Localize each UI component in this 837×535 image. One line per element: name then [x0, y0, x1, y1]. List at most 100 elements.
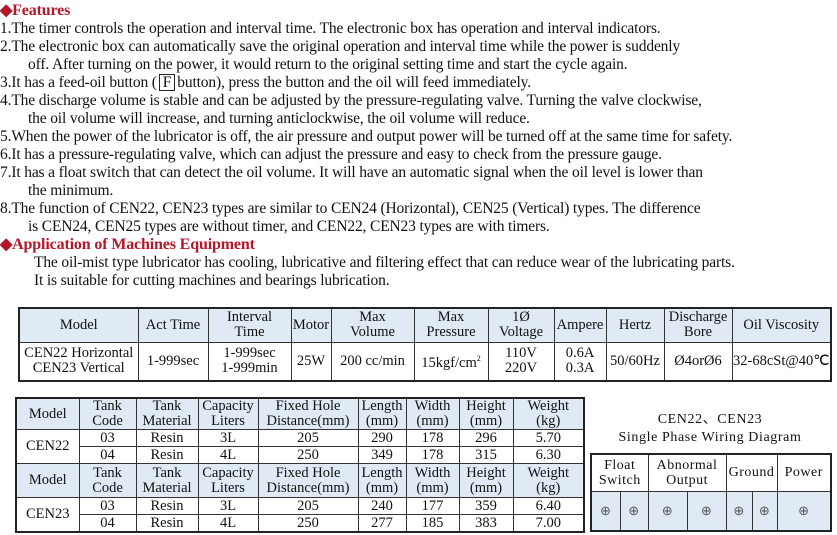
power-label: Power — [776, 453, 832, 492]
dimension-header-cell: Model — [15, 397, 80, 430]
spec-header-row: Model Act Time Interval Time Motor Max Vol… — [18, 307, 832, 343]
dimension-cell: 178 — [405, 446, 460, 464]
terminal-icon: ⊕ — [647, 490, 688, 531]
feature-1: 1.The timer controls the operation and i… — [0, 20, 661, 37]
model-cell: CEN23 — [15, 497, 80, 533]
features-heading: ◆Features — [0, 2, 71, 19]
col-voltage: 1Ø Voltage — [487, 307, 555, 343]
dimension-cell: 3L — [197, 429, 259, 447]
dimension-cell: 04 — [78, 514, 137, 533]
ground-label: Ground — [725, 453, 778, 492]
dimension-cell: 349 — [357, 446, 407, 464]
dimension-header-cell: Model — [15, 463, 80, 498]
cell-model: CEN22 Horizontal CEN23 Vertical — [18, 341, 139, 382]
dimension-cell: 4L — [197, 514, 259, 533]
dimension-cell: 240 — [357, 497, 407, 515]
dimension-header-cell: Weight (kg) — [512, 463, 585, 498]
col-ampere: Ampere — [553, 307, 607, 343]
terminal-icon: ⊕ — [686, 490, 727, 531]
features-section: ◆Features 1.The timer controls the opera… — [0, 2, 837, 290]
dimension-header-row: Model Tank Code Tank Material Capacity Liters F… — [15, 463, 585, 498]
dimension-cell: 4L — [197, 446, 259, 464]
dimension-table: Model Tank Code Tank Material Capacity Liters F… — [15, 397, 585, 533]
cell-bore: Ø4orØ6 — [663, 341, 733, 382]
col-max-pressure: Max Pressure — [413, 307, 489, 343]
cell-voltage: 110V 220V — [487, 341, 555, 382]
dimension-cell: 03 — [78, 497, 137, 515]
col-motor: Motor — [290, 307, 332, 343]
dimension-row: CEN23 03 Resin 3L 205 240 177 359 6.40 — [15, 497, 585, 533]
col-max-volume: Max Volume — [330, 307, 415, 343]
dimension-header-cell: Width (mm) — [405, 397, 460, 430]
cell-hertz: 50/60Hz — [605, 341, 665, 382]
cell-viscosity: 32-68cSt@40℃ — [731, 341, 832, 382]
dimension-cell: 178 — [405, 429, 460, 447]
dimension-cell: 315 — [458, 446, 514, 464]
dimension-header-cell: Length (mm) — [357, 463, 407, 498]
diamond-icon: ◆ — [0, 2, 13, 19]
feature-5: 5.When the power of the lubricator is of… — [0, 128, 733, 145]
terminal-icon: ⊕ — [751, 490, 778, 531]
dimension-header-cell: Tank Code — [78, 463, 137, 498]
terminal-icon: ⊕ — [590, 490, 621, 531]
col-oil-viscosity: Oil Viscosity — [731, 307, 832, 343]
cell-ampere: 0.6A 0.3A — [553, 341, 607, 382]
application-line-2: It is suitable for cutting machines and … — [34, 272, 390, 289]
dimension-header-cell: Capacity Liters — [197, 397, 259, 430]
col-hertz: Hertz — [605, 307, 665, 343]
cell-act-time: 1-999sec — [137, 341, 209, 382]
abnormal-output-label: Abnormal Output — [647, 453, 727, 492]
diamond-icon: ◆ — [0, 236, 13, 253]
dimension-row: 04 Resin 4L 250 277 185 383 7.00 — [16, 514, 585, 533]
wiring-diagram: Float Switch Abnormal Output Ground Power … — [590, 453, 833, 532]
dimension-cell: Resin — [135, 497, 199, 515]
dimension-header-cell: Tank Material — [135, 397, 199, 430]
dimension-cell: Resin — [135, 514, 199, 533]
dimension-cell: 3L — [197, 497, 259, 515]
feature-8-cont: is CEN24, CEN25 types are without timer,… — [28, 218, 550, 235]
feature-2-cont: off. After turning on the power, it woul… — [28, 56, 628, 73]
dimension-header-cell: Length (mm) — [357, 397, 407, 430]
application-line-1: The oil-mist type lubricator has cooling… — [34, 254, 735, 271]
dimension-cell: 03 — [78, 429, 137, 447]
float-switch-label: Float Switch — [590, 453, 649, 492]
col-act-time: Act Time — [137, 307, 209, 343]
dimension-cell: 296 — [458, 429, 514, 447]
wiring-title: CEN22、CEN23 Single Phase Wiring Diagram — [618, 412, 802, 445]
spec-row: CEN22 Horizontal CEN23 Vertical 1-999sec … — [18, 341, 832, 382]
dimension-row: 04 Resin 4L 250 349 178 315 6.30 — [16, 446, 585, 464]
dimension-cell: 6.30 — [512, 446, 585, 464]
feature-7-cont: the minimum. — [28, 182, 114, 199]
dimension-header-cell: Weight (kg) — [512, 397, 585, 430]
feature-2: 2.The electronic box can automatically s… — [0, 38, 681, 55]
col-interval-time: Interval Time — [207, 307, 292, 343]
dimension-cell: 250 — [257, 446, 359, 464]
feature-6: 6.It has a pressure-regulating valve, wh… — [0, 146, 662, 163]
dimension-cell: 383 — [458, 514, 514, 533]
dimension-cell: 177 — [405, 497, 460, 515]
dimension-cell: 5.70 — [512, 429, 585, 447]
dimension-header-cell: Height (mm) — [458, 397, 514, 430]
terminal-icon: ⊕ — [776, 490, 832, 531]
dimension-cell: 205 — [257, 429, 359, 447]
dimension-cell: 205 — [257, 497, 359, 515]
dimension-header-cell: Fixed Hole Distance(mm) — [257, 397, 359, 430]
cell-max-volume: 200 cc/min — [330, 341, 415, 382]
terminal-icon: ⊕ — [725, 490, 753, 531]
dimension-cell: 04 — [78, 446, 137, 464]
dimension-header-cell: Height (mm) — [458, 463, 514, 498]
dimension-cell: 250 — [257, 514, 359, 533]
dimension-header-cell: Width (mm) — [405, 463, 460, 498]
feature-8: 8.The function of CEN22, CEN23 types are… — [0, 200, 701, 217]
dimension-cell: 359 — [458, 497, 514, 515]
dimension-header-cell: Tank Material — [135, 463, 199, 498]
dimension-header-cell: Capacity Liters — [197, 463, 259, 498]
col-discharge-bore: Discharge Bore — [663, 307, 733, 343]
dimension-cell: 185 — [405, 514, 460, 533]
dimension-cell: 6.40 — [512, 497, 585, 515]
dimension-cell: 277 — [357, 514, 407, 533]
cell-max-pressure: 15kgf/cm2 — [413, 341, 489, 382]
dimension-header-cell: Fixed Hole Distance(mm) — [257, 463, 359, 498]
dimension-header-row: Model Tank Code Tank Material Capacity Liters F… — [15, 397, 585, 430]
